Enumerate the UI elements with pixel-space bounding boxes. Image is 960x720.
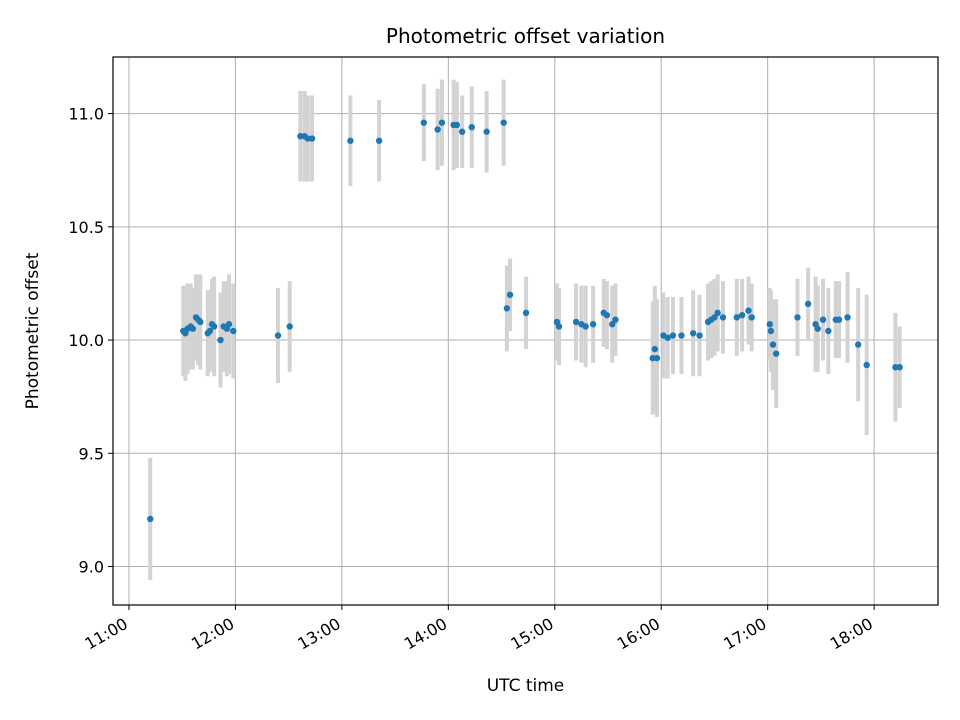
data-point: [286, 323, 293, 330]
data-point: [555, 323, 563, 330]
data-point: [696, 332, 703, 339]
data-point: [189, 325, 197, 332]
data-point: [835, 316, 843, 323]
data-point: [769, 341, 777, 348]
data-point: [225, 321, 233, 328]
data-point: [664, 334, 671, 341]
data-point: [147, 515, 154, 523]
data-points: [147, 119, 903, 523]
y-tick-label: 10.5: [68, 218, 104, 237]
data-point: [483, 128, 490, 135]
data-point: [738, 311, 746, 319]
data-point: [819, 316, 827, 323]
data-point: [794, 314, 801, 321]
data-point: [844, 314, 851, 321]
data-point: [503, 305, 511, 312]
data-point: [689, 330, 697, 337]
data-point: [347, 137, 354, 144]
data-point: [711, 314, 718, 321]
data-point: [653, 354, 661, 362]
data-point: [767, 327, 775, 335]
data-point: [206, 327, 214, 335]
data-point: [609, 321, 616, 328]
data-point: [468, 123, 475, 131]
data-point: [863, 361, 870, 369]
data-point: [572, 318, 580, 326]
data-point: [582, 323, 589, 330]
data-point: [589, 321, 597, 328]
y-tick-label: 10.0: [68, 331, 104, 350]
data-point: [719, 314, 727, 321]
data-point: [506, 291, 514, 298]
y-tick-label: 9.0: [79, 558, 104, 577]
y-tick-label: 9.5: [79, 444, 104, 463]
x-axis-label: UTC time: [487, 676, 565, 696]
data-point: [896, 364, 903, 371]
data-point: [825, 327, 832, 335]
data-point: [522, 309, 530, 317]
chart-title: Photometric offset variation: [386, 24, 665, 48]
data-point: [651, 345, 659, 353]
data-point: [458, 128, 466, 135]
data-point: [434, 126, 441, 133]
data-point: [453, 121, 461, 129]
data-point: [714, 309, 721, 317]
data-point: [308, 135, 316, 142]
data-point: [678, 332, 685, 339]
data-point: [804, 300, 812, 308]
data-point: [197, 318, 204, 326]
data-point: [745, 307, 752, 314]
data-point: [733, 314, 741, 321]
data-point: [612, 316, 619, 323]
data-point: [772, 350, 780, 357]
data-point: [814, 325, 821, 332]
data-point: [669, 332, 677, 339]
data-point: [500, 119, 507, 126]
data-point: [438, 119, 446, 126]
data-point: [603, 311, 611, 319]
data-point: [274, 332, 282, 339]
data-point: [748, 314, 755, 321]
data-point: [210, 323, 218, 330]
data-point: [420, 119, 428, 126]
data-point: [375, 137, 383, 144]
data-point: [766, 321, 774, 328]
y-tick-label: 11.0: [68, 105, 104, 124]
data-point: [217, 336, 224, 344]
plot-frame: [112, 56, 939, 606]
data-point: [854, 341, 862, 348]
y-axis-label: Photometric offset: [23, 252, 43, 409]
data-point: [230, 327, 237, 335]
